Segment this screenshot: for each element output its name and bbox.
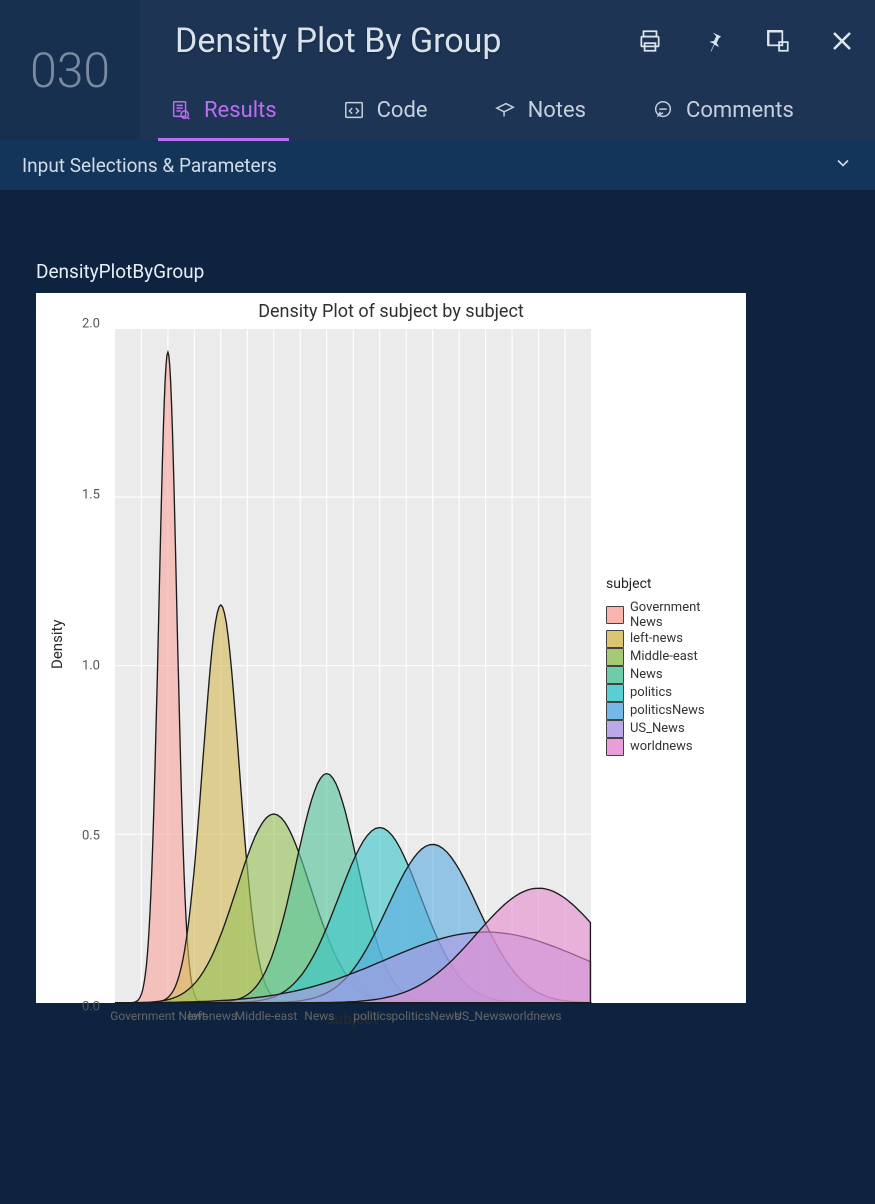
legend-item: politics bbox=[606, 684, 736, 702]
tab-notes[interactable]: Notes bbox=[482, 88, 598, 135]
legend-label: Middle-east bbox=[630, 649, 698, 664]
density-plot bbox=[106, 324, 596, 1007]
tab-row: Results Code Notes Comments bbox=[140, 82, 875, 140]
legend-item: worldnews bbox=[606, 738, 736, 756]
x-tick: US_News bbox=[454, 1009, 504, 1023]
chart-card: Density Plot of subject by subject Densi… bbox=[36, 293, 746, 1003]
notes-icon bbox=[494, 99, 516, 121]
legend-label: worldnews bbox=[630, 739, 693, 754]
y-tick: 0.0 bbox=[82, 1000, 100, 1015]
legend-label: politics bbox=[630, 685, 672, 700]
y-tick: 0.5 bbox=[82, 829, 100, 844]
chart-object-name: DensityPlotByGroup bbox=[36, 260, 839, 283]
legend-swatch bbox=[606, 648, 624, 666]
legend-item: Government News bbox=[606, 600, 736, 630]
legend-swatch bbox=[606, 684, 624, 702]
legend-swatch bbox=[606, 720, 624, 738]
y-axis-label: Density bbox=[46, 324, 68, 964]
tab-results[interactable]: Results bbox=[158, 88, 289, 135]
legend: subject Government Newsleft-news Middle-e… bbox=[596, 324, 736, 1007]
chevron-down-icon[interactable] bbox=[833, 153, 853, 178]
page-title: Density Plot By Group bbox=[175, 21, 637, 61]
legend-swatch bbox=[606, 606, 624, 624]
input-params-label: Input Selections & Parameters bbox=[22, 154, 277, 177]
legend-label: left-news bbox=[630, 631, 683, 646]
legend-label: News bbox=[630, 667, 663, 682]
comments-icon bbox=[652, 99, 674, 121]
print-icon[interactable] bbox=[637, 28, 663, 54]
legend-label: US_News bbox=[630, 721, 685, 736]
legend-item: Middle-east bbox=[606, 648, 736, 666]
legend-swatch bbox=[606, 666, 624, 684]
tab-label: Results bbox=[204, 98, 277, 123]
tab-label: Notes bbox=[528, 98, 586, 123]
close-icon[interactable] bbox=[829, 28, 855, 54]
tab-code[interactable]: Code bbox=[331, 88, 440, 135]
pin-icon[interactable] bbox=[701, 28, 727, 54]
tab-label: Comments bbox=[686, 98, 794, 123]
tab-label: Code bbox=[377, 98, 428, 123]
y-tick: 1.0 bbox=[82, 658, 100, 673]
x-tick: worldnews bbox=[504, 1009, 562, 1023]
legend-item: US_News bbox=[606, 720, 736, 738]
y-tick: 2.0 bbox=[82, 317, 100, 332]
x-tick: News bbox=[304, 1009, 334, 1023]
legend-label: Government News bbox=[630, 600, 736, 630]
x-tick: Middle-east bbox=[235, 1009, 298, 1023]
legend-item: politicsNews bbox=[606, 702, 736, 720]
item-id: 030 bbox=[0, 0, 140, 140]
x-tick: left-news bbox=[188, 1009, 237, 1023]
legend-swatch bbox=[606, 738, 624, 756]
y-axis-ticks: 0.00.51.01.52.0 bbox=[68, 324, 106, 1007]
chart-title: Density Plot of subject by subject bbox=[46, 301, 736, 322]
legend-item: News bbox=[606, 666, 736, 684]
x-tick: politicsNews bbox=[392, 1009, 461, 1023]
input-params-bar[interactable]: Input Selections & Parameters bbox=[0, 140, 875, 190]
legend-swatch bbox=[606, 702, 624, 720]
legend-swatch bbox=[606, 630, 624, 648]
x-tick: politics bbox=[353, 1009, 392, 1023]
code-icon bbox=[343, 99, 365, 121]
legend-title: subject bbox=[606, 576, 736, 592]
y-tick: 1.5 bbox=[82, 487, 100, 502]
legend-item: left-news bbox=[606, 630, 736, 648]
expand-icon[interactable] bbox=[765, 28, 791, 54]
legend-label: politicsNews bbox=[630, 703, 705, 718]
results-icon bbox=[170, 99, 192, 121]
tab-comments[interactable]: Comments bbox=[640, 88, 806, 135]
